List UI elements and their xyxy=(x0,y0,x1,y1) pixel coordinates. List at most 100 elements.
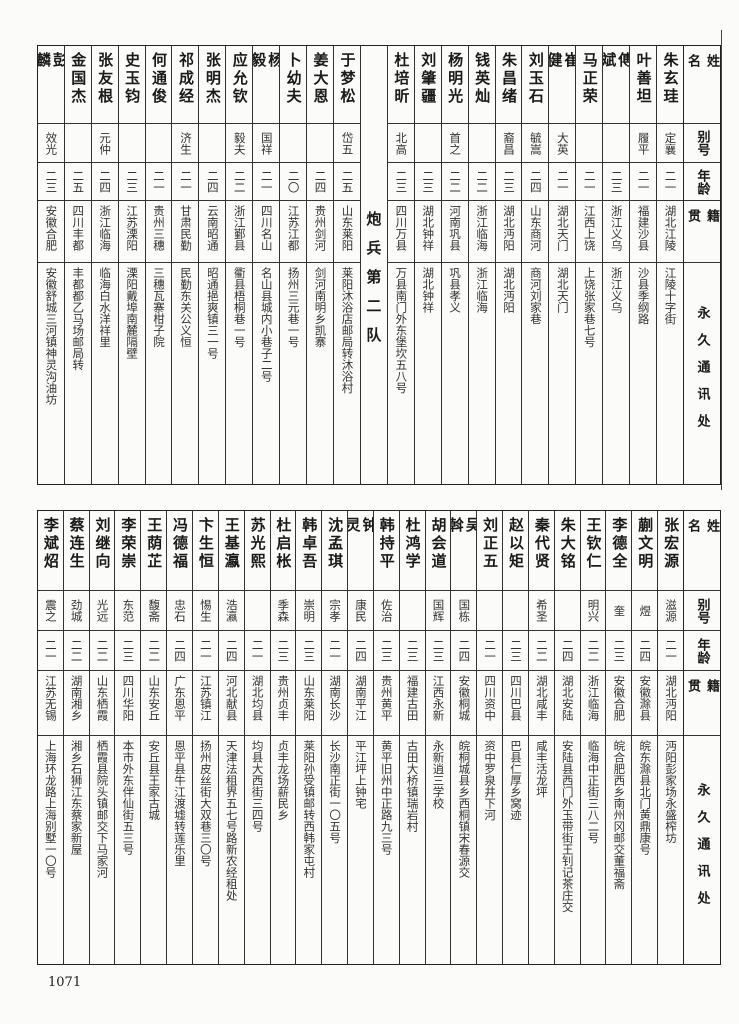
age: 二三 xyxy=(44,170,59,193)
address-cell: 资中罗泉井下河 xyxy=(477,736,502,964)
alias: 宗孝 xyxy=(328,599,343,622)
header-address-label: 永久通讯处 xyxy=(694,306,710,441)
header-address: 永久通讯处 xyxy=(684,736,720,964)
permanent-address: 巴县仁厚乡窝迹 xyxy=(509,740,524,821)
native-place-cell: 浙江临海 xyxy=(468,201,495,263)
name-cell: 秦代贤 xyxy=(528,511,554,591)
person-column: 王钦仁 明兴 二二 浙江临海 临海中正街三八二号 xyxy=(579,511,606,964)
age: 二一 xyxy=(152,170,167,193)
alias: 劲城 xyxy=(69,599,84,622)
permanent-address: 安徽舒城三河镇神灵沟油坊 xyxy=(44,267,59,405)
header-native-label: 籍贯 xyxy=(685,679,719,710)
permanent-address: 扬州皮丝街大双巷三〇号 xyxy=(198,740,213,867)
permanent-address: 丰都都乙马场邮局转 xyxy=(71,267,86,371)
native-place: 江西永新 xyxy=(431,675,446,721)
person-column: 李荣崇 东范 二三 四川华阳 本市外东伴仙街五三号 xyxy=(114,511,141,964)
person-column: 苏光熙 二一 湖北均县 均县大西街三四号 xyxy=(243,511,270,964)
native-place-cell: 河北献县 xyxy=(218,671,244,736)
permanent-address: 恩平县牛江渡墟转莲乐里 xyxy=(173,740,188,867)
native-place: 江西上饶 xyxy=(582,205,597,251)
name-cell: 朱玄珪 xyxy=(657,46,683,124)
alias-cell: 东范 xyxy=(115,591,141,631)
age-cell: 二四 xyxy=(554,631,580,671)
alias: 崇明 xyxy=(302,599,317,622)
person-name: 崔健 xyxy=(549,52,576,93)
alias: 馥斋 xyxy=(147,599,162,622)
alias: 效光 xyxy=(44,131,59,155)
alias-cell: 季森 xyxy=(270,591,296,631)
header-name: 姓名 xyxy=(684,511,720,591)
person-name: 杜培昕 xyxy=(392,52,411,106)
address-cell: 黄平旧州中正路九三号 xyxy=(374,736,399,964)
permanent-address: 民勤东关公义恒 xyxy=(178,267,193,348)
person-name: 沈孟琪 xyxy=(326,517,345,571)
person-column: 张友根 元仲 二四 浙江临海 临海白水洋祥里 xyxy=(90,46,118,484)
address-cell: 万县南门外东堡坎五八号 xyxy=(388,263,414,484)
native-place: 贵州黄平 xyxy=(379,675,394,721)
person-column: 秦代贤 希圣 二二 湖北咸丰 咸丰活龙坪 xyxy=(527,511,554,964)
age-cell: 二四 xyxy=(348,631,373,671)
native-place-cell: 湖北沔阳 xyxy=(495,201,522,263)
native-place-cell: 湖南平江 xyxy=(348,671,373,736)
permanent-address: 溧阳戴埠南麓隔壁 xyxy=(125,267,140,359)
address-cell: 长沙南正街一〇五号 xyxy=(322,736,347,964)
address-cell: 名山县城内小巷子二号 xyxy=(253,263,279,484)
age-cell: 二四 xyxy=(218,631,244,671)
age: 二四 xyxy=(173,639,188,662)
name-cell: 蔡连生 xyxy=(63,511,89,591)
native-place-cell: 贵州黄平 xyxy=(373,671,399,736)
age-cell: 二三 xyxy=(414,163,441,201)
native-place-cell: 贵州剑河 xyxy=(307,201,334,263)
age-cell: 二五 xyxy=(334,163,360,201)
address-cell: 江陵十字街 xyxy=(657,263,683,484)
native-place: 四川资中 xyxy=(483,675,498,721)
native-place-cell: 湖北均县 xyxy=(244,671,270,736)
person-name: 蒯文明 xyxy=(636,517,655,571)
alias-cell: 国祥 xyxy=(253,124,280,163)
alias: 佐治 xyxy=(379,599,394,622)
native-place: 湖北安陆 xyxy=(560,675,575,721)
address-cell: 巩县孝义 xyxy=(442,263,468,484)
age: 二二 xyxy=(586,639,601,662)
alias: 大英 xyxy=(555,131,570,155)
name-cell: 朱大铭 xyxy=(554,511,580,591)
permanent-address: 长沙南正街一〇五号 xyxy=(328,740,343,844)
alias-cell xyxy=(64,124,91,163)
person-column: 金国杰 二五 四川丰都 丰都都乙马场邮局转 xyxy=(63,46,91,484)
native-place-cell: 浙江临海 xyxy=(91,201,118,263)
name-cell: 钟灵 xyxy=(348,511,373,591)
age: 二一 xyxy=(663,170,678,193)
alias-cell: 馥斋 xyxy=(141,591,167,631)
native-place-cell: 江苏溧阳 xyxy=(118,201,145,263)
age-cell: 二一 xyxy=(253,163,280,201)
native-place-cell: 广东恩平 xyxy=(167,671,192,736)
native-place-cell: 安徽滁县 xyxy=(632,671,658,736)
alias-cell xyxy=(307,124,334,163)
address-cell: 安陆县西门外玉带街王钊记茶庄交 xyxy=(555,736,580,964)
alias: 国祥 xyxy=(259,131,274,155)
age-cell: 二二 xyxy=(580,631,606,671)
native-place: 四川丰都 xyxy=(71,205,86,251)
person-column: 王荫芷 馥斋 二二 山东安丘 安丘县王家古城 xyxy=(140,511,167,964)
permanent-address: 名山县城内小巷子二号 xyxy=(259,267,274,382)
age-cell: 二三 xyxy=(296,631,322,671)
address-cell: 临海白水洋祥里 xyxy=(92,263,118,484)
name-cell: 杨明光 xyxy=(441,46,468,124)
native-place-cell: 湖北江陵 xyxy=(657,201,683,263)
name-cell: 傅斌 xyxy=(603,46,630,124)
native-place-cell: 湖北安陆 xyxy=(554,671,580,736)
native-place: 湖北天门 xyxy=(555,205,570,251)
age: 二二 xyxy=(95,639,110,662)
native-place-cell: 湖北咸丰 xyxy=(528,671,554,736)
address-cell: 莱阳沐浴店邮局转沐浴村 xyxy=(334,263,360,484)
person-name: 李德全 xyxy=(610,517,629,571)
alias: 康民 xyxy=(353,599,368,622)
person-column: 杨毅 国祥 二一 四川名山 名山县城内小巷子二号 xyxy=(252,46,280,484)
alias-cell xyxy=(603,124,630,163)
age: 二四 xyxy=(353,639,368,662)
address-cell: 沔阳彭家场永盛榨坊 xyxy=(658,736,683,964)
person-name: 李斌炤 xyxy=(41,517,60,571)
address-cell: 贞丰龙场薪民乡 xyxy=(271,736,296,964)
name-cell: 王荫芷 xyxy=(141,511,167,591)
age-cell: 二五 xyxy=(64,163,91,201)
